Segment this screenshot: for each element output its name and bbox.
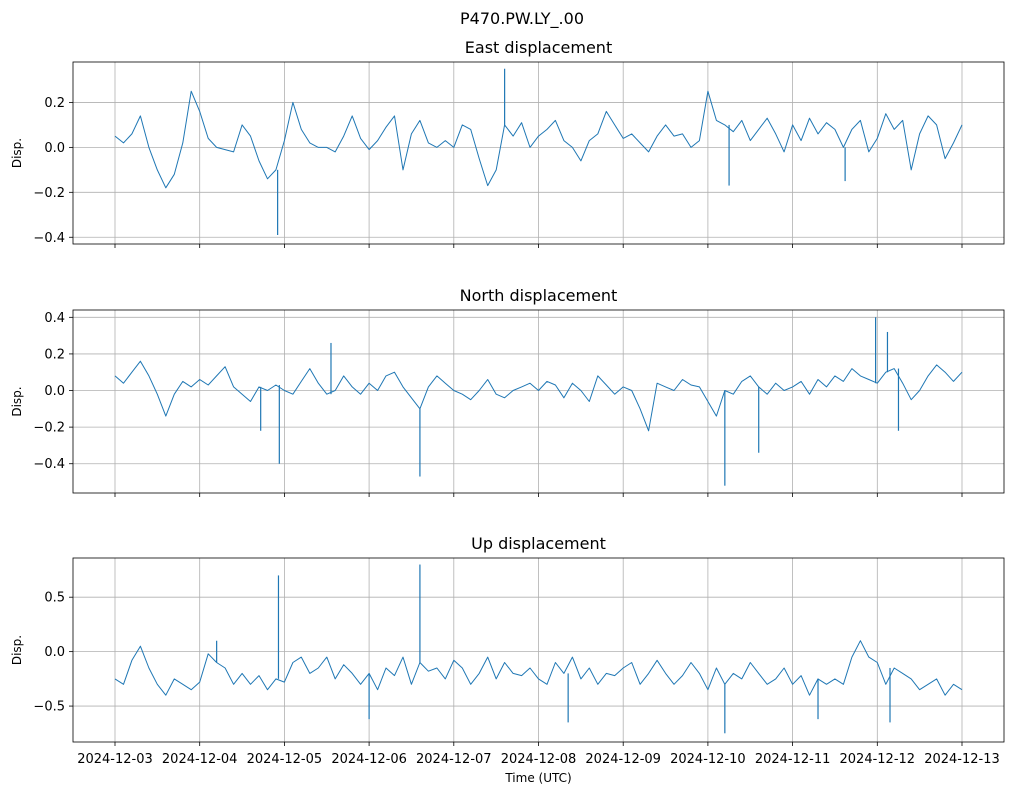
up-y-tick-label: 0.0	[44, 645, 65, 660]
x-tick-label: 2024-12-05	[247, 752, 323, 767]
east-title: East displacement	[465, 38, 612, 57]
east-series-line	[114, 90, 963, 189]
x-tick-label: 2024-12-04	[162, 752, 238, 767]
east-y-tick-label: −0.4	[33, 231, 65, 246]
east-y-tick-label: −0.2	[33, 186, 65, 201]
x-tick-label: 2024-12-11	[755, 752, 831, 767]
x-tick-label: 2024-12-10	[670, 752, 746, 767]
x-tick-label: 2024-12-07	[416, 752, 492, 767]
north-y-tick-label: −0.4	[33, 457, 65, 472]
north-displacement-panel: North displacement 0.4 0.2 0.0 −0.2 −0.4 Disp.	[10, 286, 1005, 497]
figure-title: P470.PW.LY_.00	[460, 9, 584, 29]
x-tick-label: 2024-12-13	[924, 752, 1000, 767]
east-displacement-panel: East displacement 0.2 0.0 −0.2 −0.4 Disp.	[10, 38, 1005, 248]
x-tick-label: 2024-12-12	[840, 752, 916, 767]
up-y-tick-label: 0.5	[44, 591, 65, 606]
up-y-tick-label: −0.5	[33, 700, 65, 715]
east-y-tick-label: 0.2	[44, 96, 65, 111]
x-tick-label: 2024-12-06	[331, 752, 407, 767]
north-title: North displacement	[460, 286, 618, 305]
north-y-tick-label: 0.4	[44, 311, 65, 326]
north-ylabel: Disp.	[10, 386, 24, 416]
up-title: Up displacement	[471, 534, 606, 553]
north-axes-frame	[72, 309, 1005, 494]
x-tick-label: 2024-12-03	[77, 752, 153, 767]
x-tick-label: 2024-12-09	[585, 752, 661, 767]
east-axes-frame	[72, 61, 1005, 245]
east-y-tick-label: 0.0	[44, 141, 65, 156]
up-displacement-panel: Up displacement 2024-12-03 2024-12-04 2024-…	[10, 534, 1005, 785]
north-series-line	[114, 360, 963, 432]
east-ylabel: Disp.	[10, 138, 24, 168]
up-axes-frame	[72, 557, 1005, 743]
up-series-line	[114, 640, 963, 696]
x-tick-label: 2024-12-08	[501, 752, 577, 767]
north-y-tick-label: −0.2	[33, 421, 65, 436]
north-y-tick-label: 0.2	[44, 347, 65, 362]
x-axis-label: Time (UTC)	[504, 771, 571, 785]
north-y-tick-label: 0.0	[44, 384, 65, 399]
up-ylabel: Disp.	[10, 635, 24, 665]
